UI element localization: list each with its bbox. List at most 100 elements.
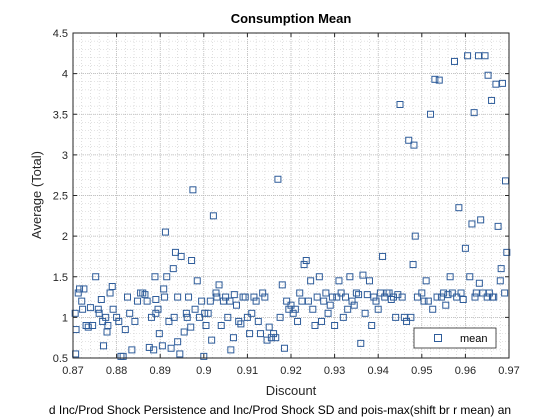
data-point	[496, 277, 504, 285]
data-point	[187, 323, 195, 331]
data-point	[155, 330, 163, 338]
tick-labels: 0.87 0.88 0.89 0.9 0.91 0.92 0.93 0.94 0.95 0.96 0…	[53, 28, 520, 377]
data-point	[78, 297, 86, 305]
data-point	[394, 291, 402, 299]
data-point	[115, 317, 123, 325]
data-point	[326, 301, 334, 309]
data-point	[246, 330, 254, 338]
data-point	[361, 309, 369, 317]
data-point	[131, 317, 139, 325]
data-point	[160, 285, 168, 293]
data-point	[422, 277, 430, 285]
y-tick-label: 4	[62, 69, 68, 81]
data-point	[283, 297, 291, 305]
data-point	[243, 313, 251, 321]
data-point	[108, 283, 116, 290]
data-point	[97, 296, 105, 303]
data-point	[461, 244, 469, 252]
x-axis-label: Discount	[266, 383, 317, 398]
data-point	[396, 101, 404, 108]
data-point	[102, 313, 110, 321]
data-point	[208, 336, 216, 344]
x-tick-label: 0.97	[498, 365, 519, 377]
data-point	[494, 222, 502, 230]
data-point	[89, 322, 97, 329]
data-point	[448, 289, 456, 297]
x-tick-label: 0.89	[149, 365, 170, 377]
data-point	[313, 293, 321, 301]
data-point	[169, 265, 177, 273]
data-point	[176, 350, 184, 358]
data-point	[134, 297, 142, 305]
data-point	[217, 322, 225, 329]
data-point	[477, 216, 485, 224]
y-tick-label: 0.5	[53, 353, 68, 365]
data-point	[318, 317, 326, 325]
data-point	[183, 313, 191, 321]
data-point	[446, 273, 454, 281]
data-point	[256, 330, 264, 338]
data-point	[170, 313, 178, 321]
data-point	[484, 71, 492, 79]
data-point	[139, 289, 147, 297]
data-point	[272, 334, 280, 342]
data-point	[165, 317, 173, 325]
data-point	[444, 291, 452, 299]
data-point	[479, 289, 487, 297]
data-point	[250, 293, 258, 301]
data-point	[154, 305, 162, 313]
data-point	[424, 297, 432, 305]
data-point	[309, 305, 317, 313]
data-point	[167, 344, 175, 352]
data-point	[413, 293, 421, 301]
data-point	[468, 220, 476, 228]
data-point	[204, 309, 212, 317]
data-point	[333, 293, 341, 301]
data-point	[71, 309, 79, 317]
data-point	[147, 313, 155, 321]
x-tick-label: 0.96	[455, 365, 476, 377]
data-point	[191, 305, 199, 313]
data-point	[403, 317, 411, 325]
data-point	[259, 289, 267, 297]
data-point	[202, 322, 210, 329]
data-point	[342, 293, 349, 301]
data-point	[229, 334, 237, 342]
data-point	[481, 52, 489, 60]
data-point	[339, 313, 347, 321]
data-point	[189, 186, 197, 194]
data-point	[411, 232, 419, 240]
data-point	[420, 297, 428, 305]
data-point	[324, 309, 332, 317]
legend-entry-mean: mean	[460, 333, 488, 345]
data-point	[363, 291, 371, 299]
data-point	[94, 305, 102, 313]
data-point	[352, 289, 360, 297]
data-point	[433, 293, 441, 301]
data-point	[254, 317, 262, 325]
data-point	[372, 297, 380, 305]
data-point	[392, 313, 400, 321]
data-point	[370, 293, 378, 301]
data-points	[71, 52, 511, 360]
data-point	[113, 313, 121, 321]
data-point	[126, 309, 134, 317]
data-point	[466, 273, 474, 281]
data-point	[237, 320, 245, 328]
ticks	[72, 32, 510, 359]
data-point	[128, 346, 136, 354]
data-point	[158, 342, 166, 350]
data-point	[435, 76, 443, 84]
y-tick-label: 1	[62, 312, 68, 324]
y-tick-label: 1.5	[53, 272, 68, 284]
data-point	[304, 297, 312, 305]
data-point	[389, 293, 397, 301]
data-point	[285, 305, 293, 313]
data-point	[307, 277, 315, 285]
data-point	[501, 289, 509, 297]
data-point	[235, 317, 243, 325]
data-point	[274, 175, 282, 183]
data-point	[252, 297, 260, 305]
data-point	[475, 279, 483, 287]
